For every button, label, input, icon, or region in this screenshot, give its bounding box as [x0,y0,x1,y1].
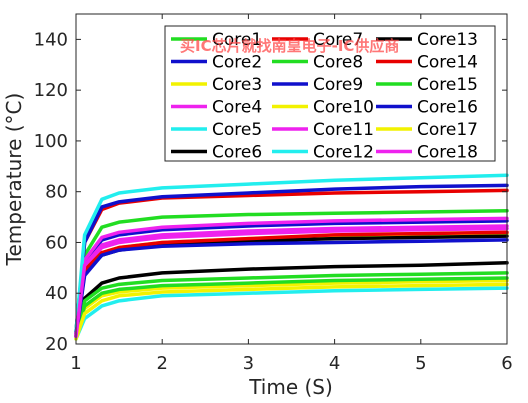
legend-label-core7: Core7 [313,30,363,50]
y-tick-label: 140 [34,29,68,50]
ticks-layer: 1 2 3 4 5 6 20 40 60 80 100 120 140 [34,14,513,374]
y-axis-label: Temperature (°C) [2,93,26,267]
series-line-core18 [74,224,509,339]
y-tick-label: 20 [45,334,68,355]
legend-label-core12: Core12 [313,143,374,163]
x-tick-label: 2 [156,353,167,374]
legend-label-core8: Core8 [313,53,363,73]
legend-label-core9: Core9 [313,75,363,95]
series-line-core1 [74,208,509,336]
legend-label-core1: Core1 [212,30,262,50]
series-line-core17 [74,282,509,341]
y-tick-label: 60 [45,232,68,253]
legend-label-core17: Core17 [417,120,478,140]
legend-label-core16: Core16 [417,98,478,118]
series-line-core14 [74,230,509,339]
x-tick-label: 6 [501,353,512,374]
legend-box [164,25,496,162]
series-line-core6 [74,261,509,339]
x-tick-label: 4 [329,353,340,374]
legend-label-core18: Core18 [417,143,478,163]
series-line-core9 [74,183,509,334]
legend-label-core2: Core2 [212,53,262,73]
legend-label-core10: Core10 [313,98,374,118]
series-line-core15 [74,276,509,339]
plot-area-frame [75,13,508,345]
legend-label-core13: Core13 [417,30,478,50]
series-line-core5 [74,286,509,341]
legend-label-core3: Core3 [212,75,262,95]
series-layer [74,173,509,341]
legend-label-core11: Core11 [313,120,374,140]
x-axis-label: Time (S) [248,375,333,399]
legend-label-core6: Core6 [212,143,262,163]
watermark-text: 买IC芯片就找南皇电子-IC供应商 [180,37,399,55]
x-tick-label: 3 [243,353,254,374]
legend-label-core14: Core14 [417,53,478,73]
x-tick-label: 5 [415,353,426,374]
legend-label-core4: Core4 [212,98,262,118]
series-line-core12 [74,173,509,334]
y-tick-label: 120 [34,80,68,101]
legend-label-core5: Core5 [212,120,262,140]
x-tick-label: 1 [70,353,81,374]
y-tick-label: 40 [45,283,68,304]
series-line-core3 [74,278,509,341]
y-tick-label: 80 [45,182,68,203]
series-line-core16 [74,238,509,339]
y-tick-label: 100 [34,131,68,152]
legend-label-core15: Core15 [417,75,478,95]
series-line-core11 [74,216,509,336]
series-line-core8 [74,271,509,339]
